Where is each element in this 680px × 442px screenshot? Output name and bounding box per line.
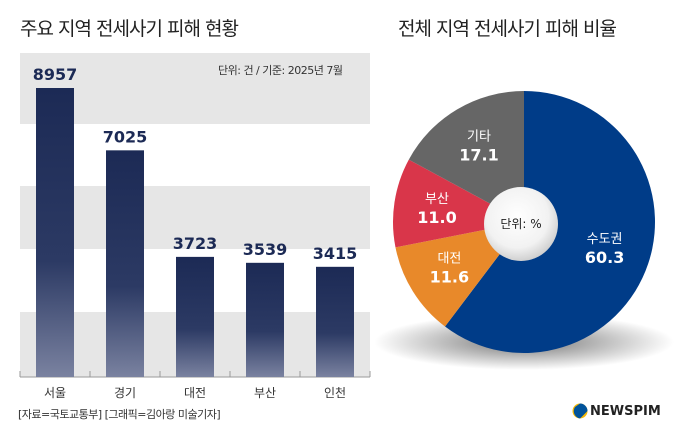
x-tick-label: 부산 [254, 386, 276, 400]
pie-slice-label: 대전 [437, 252, 461, 267]
x-tick-label: 대전 [184, 386, 206, 400]
bar-unit-note: 단위: 건 / 기준: 2025년 7월 [218, 64, 343, 77]
newspim-logo: NEWSPIM [572, 403, 661, 419]
newspim-logo-text: NEWSPIM [590, 403, 661, 419]
x-tick-label: 경기 [114, 386, 136, 400]
pie-slice-value: 60.3 [585, 248, 624, 267]
source-credit: [자료=국토교통부] [그래픽=김아랑 미술기자] [18, 408, 221, 421]
x-tick-label: 인천 [324, 385, 346, 400]
pie-slice-대전 [395, 222, 524, 327]
bar-value-label: 8957 [33, 65, 78, 84]
pie-slice-label: 수도권 [587, 232, 623, 247]
pie-slice-value: 11.0 [417, 208, 456, 227]
grid-band [20, 186, 370, 249]
bar-value-label: 3415 [313, 244, 358, 263]
bar-서울 [36, 88, 74, 377]
bar-인천 [316, 266, 354, 377]
grid-band [20, 53, 370, 124]
pie-center-circle [484, 187, 558, 261]
newspim-logo-icon [572, 403, 588, 419]
pie-slice-label: 기타 [467, 129, 491, 144]
pie-slice-기타 [408, 91, 524, 222]
bar-value-label: 3539 [243, 240, 288, 259]
bar-value-label: 3723 [173, 234, 218, 253]
x-tick-label: 서울 [44, 386, 66, 400]
bar-경기 [106, 150, 144, 377]
bar-chart-title: 주요 지역 전세사기 피해 현황 [20, 18, 239, 40]
pie-unit-label: 단위: % [500, 217, 541, 231]
pie-slice-value: 11.6 [430, 268, 469, 287]
pie-slice-value: 17.1 [459, 145, 498, 164]
bar-value-label: 7025 [103, 127, 148, 146]
pie-slice-label: 부산 [425, 192, 449, 207]
bar-부산 [246, 262, 284, 377]
bar-대전 [176, 256, 214, 377]
pie-chart-title: 전체 지역 전세사기 피해 비율 [398, 18, 617, 40]
